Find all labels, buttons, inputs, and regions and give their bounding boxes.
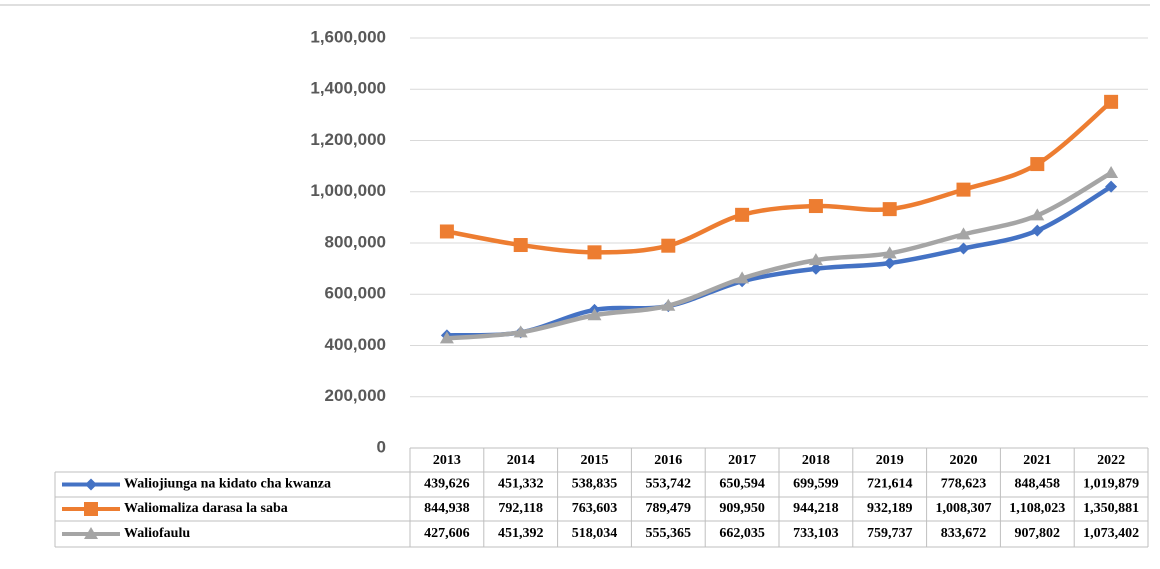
marker xyxy=(1104,94,1119,109)
marker xyxy=(513,325,528,338)
marker xyxy=(1030,157,1045,172)
table-value: 1,108,023 xyxy=(1009,501,1065,516)
table-value: 1,073,402 xyxy=(1083,526,1139,541)
table-value: 848,458 xyxy=(1015,477,1061,492)
legend-label: Waliojiunga na kidato cha kwanza xyxy=(124,477,331,492)
table-value: 721,614 xyxy=(867,477,913,492)
table-value: 778,623 xyxy=(941,477,987,492)
marker xyxy=(661,298,676,311)
legend-marker xyxy=(84,502,98,516)
x-tick-label: 2016 xyxy=(654,453,682,468)
legend-label: Waliomaliza darasa la saba xyxy=(124,501,288,516)
x-tick-label: 2020 xyxy=(950,453,978,468)
marker xyxy=(735,271,750,284)
table-value: 451,392 xyxy=(498,526,544,541)
marker xyxy=(957,242,970,255)
y-tick-label: 1,400,000 xyxy=(310,79,386,98)
marker xyxy=(809,262,822,275)
table-value: 844,938 xyxy=(424,501,470,516)
y-tick-label: 1,200,000 xyxy=(310,130,386,149)
legend-marker xyxy=(85,478,97,491)
marker xyxy=(883,257,896,270)
marker xyxy=(439,331,454,344)
table-value: 763,603 xyxy=(572,501,618,516)
table-value: 833,672 xyxy=(941,526,987,541)
marker xyxy=(882,246,897,259)
table-value: 1,350,881 xyxy=(1083,501,1139,516)
table-value: 451,332 xyxy=(498,477,544,492)
y-tick-label: 200,000 xyxy=(325,386,386,405)
y-tick-label: 600,000 xyxy=(325,284,386,303)
marker xyxy=(587,308,602,321)
table-value: 662,035 xyxy=(719,526,765,541)
marker xyxy=(882,202,897,217)
series-line xyxy=(446,170,1113,341)
table-value: 932,189 xyxy=(867,501,913,516)
y-tick-label: 1,000,000 xyxy=(310,181,386,200)
marker xyxy=(956,227,971,240)
y-tick-label: 800,000 xyxy=(325,232,386,251)
x-tick-label: 2015 xyxy=(581,453,609,468)
marker xyxy=(808,253,823,266)
table-value: 427,606 xyxy=(424,526,470,541)
series-line xyxy=(446,184,1113,338)
marker xyxy=(956,182,971,197)
x-tick-label: 2013 xyxy=(433,453,461,468)
table-value: 518,034 xyxy=(572,526,618,541)
x-tick-label: 2019 xyxy=(876,453,904,468)
table-value: 789,479 xyxy=(646,501,692,516)
table-value: 439,626 xyxy=(424,477,470,492)
y-tick-label: 1,600,000 xyxy=(310,27,386,46)
table-value: 909,950 xyxy=(719,501,765,516)
table-value: 792,118 xyxy=(498,501,543,516)
marker xyxy=(1104,165,1119,178)
x-tick-label: 2021 xyxy=(1023,453,1051,468)
x-tick-label: 2018 xyxy=(802,453,830,468)
table-value: 944,218 xyxy=(793,501,839,516)
table-value: 553,742 xyxy=(646,477,692,492)
marker xyxy=(735,207,750,222)
x-tick-label: 2014 xyxy=(507,453,535,468)
table-value: 538,835 xyxy=(572,477,618,492)
y-tick-label: 0 xyxy=(377,437,386,456)
legend-label: Waliofaulu xyxy=(124,526,190,541)
x-tick-label: 2022 xyxy=(1097,453,1125,468)
marker xyxy=(587,245,602,260)
legend-marker xyxy=(84,527,98,539)
y-tick-label: 400,000 xyxy=(325,335,386,354)
marker xyxy=(808,199,823,214)
table-value: 699,599 xyxy=(793,477,839,492)
marker xyxy=(439,224,454,239)
marker xyxy=(1030,208,1045,221)
table-value: 555,365 xyxy=(646,526,692,541)
marker xyxy=(1031,224,1044,237)
table-value: 1,019,879 xyxy=(1083,477,1139,492)
table-value: 907,802 xyxy=(1015,526,1061,541)
x-tick-label: 2017 xyxy=(728,453,756,468)
series-line xyxy=(446,100,1113,255)
table-value: 1,008,307 xyxy=(936,501,992,516)
table-value: 650,594 xyxy=(719,477,765,492)
marker xyxy=(1105,180,1118,193)
table-value: 733,103 xyxy=(793,526,839,541)
marker xyxy=(661,238,676,253)
table-value: 759,737 xyxy=(867,526,913,541)
marker xyxy=(513,238,528,253)
